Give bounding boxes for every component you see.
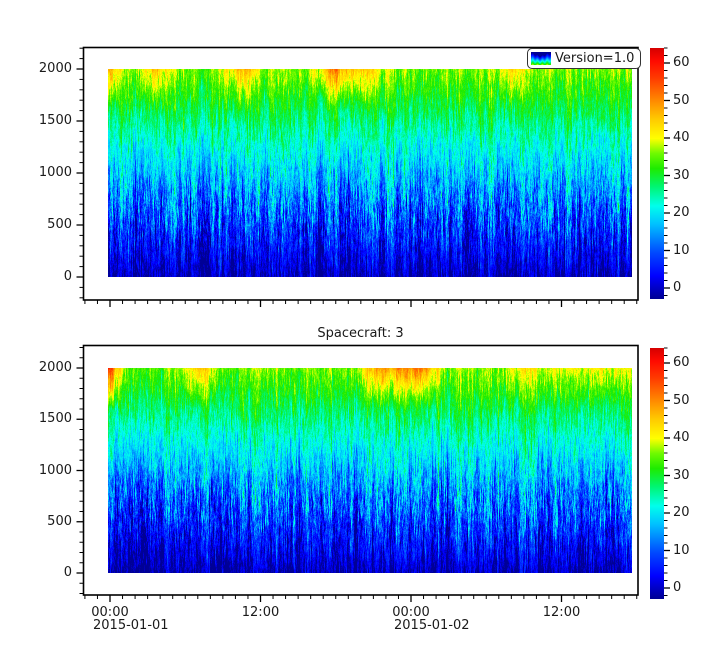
colorbar-tick-label: 30	[673, 467, 690, 483]
y-tick-label: 0	[63, 269, 72, 284]
y-tick-label: 500	[47, 513, 72, 529]
colorbar-top	[650, 48, 664, 299]
colorbar-tick-label: 30	[673, 167, 690, 183]
y-tick-label: 1500	[38, 113, 72, 128]
colorbar-tick-label: 50	[673, 392, 690, 408]
y-tick-label: 1000	[38, 462, 72, 478]
colorbar-bottom	[650, 348, 664, 599]
legend-label: Version=1.0	[555, 51, 635, 66]
spectrogram-top-image	[108, 69, 632, 277]
x-tick-time-label: 00:00	[392, 605, 430, 620]
colorbar-tick-label: 40	[673, 430, 690, 445]
colorbar-tick-label: 50	[673, 92, 690, 108]
x-tick-time-label: 00:00	[91, 605, 129, 620]
y-tick-label: 1000	[38, 165, 72, 180]
spectrogram-bottom-image	[108, 368, 632, 573]
colorbar-tick-label: 0	[673, 280, 682, 295]
colorbar-tick-label: 10	[673, 542, 690, 558]
y-tick-label: 1500	[38, 411, 72, 427]
x-tick-time-label: 12:00	[241, 605, 280, 620]
panel-title-spacecraft: Spacecraft: 3	[317, 326, 404, 341]
colorbar-tick-label: 20	[673, 205, 690, 220]
colorbar-tick-label: 60	[673, 55, 690, 70]
colorbar-tick-label: 60	[673, 355, 690, 370]
colorbar-tick-label: 20	[673, 505, 690, 520]
y-tick-label: 500	[47, 217, 72, 232]
colorbar-tick-label: 10	[673, 242, 690, 258]
y-tick-label: 0	[63, 565, 72, 580]
x-tick-date-label: 2015-01-01	[93, 618, 169, 633]
x-tick-date-label: 2015-01-02	[394, 618, 470, 633]
colorbar-tick-label: 0	[673, 580, 682, 595]
y-tick-label: 2000	[38, 360, 72, 375]
y-tick-label: 2000	[38, 61, 72, 76]
legend: Version=1.0	[527, 48, 642, 69]
colorbar-tick-label: 40	[673, 130, 690, 145]
x-tick-time-label: 12:00	[542, 605, 581, 620]
legend-swatch-icon	[531, 52, 551, 65]
